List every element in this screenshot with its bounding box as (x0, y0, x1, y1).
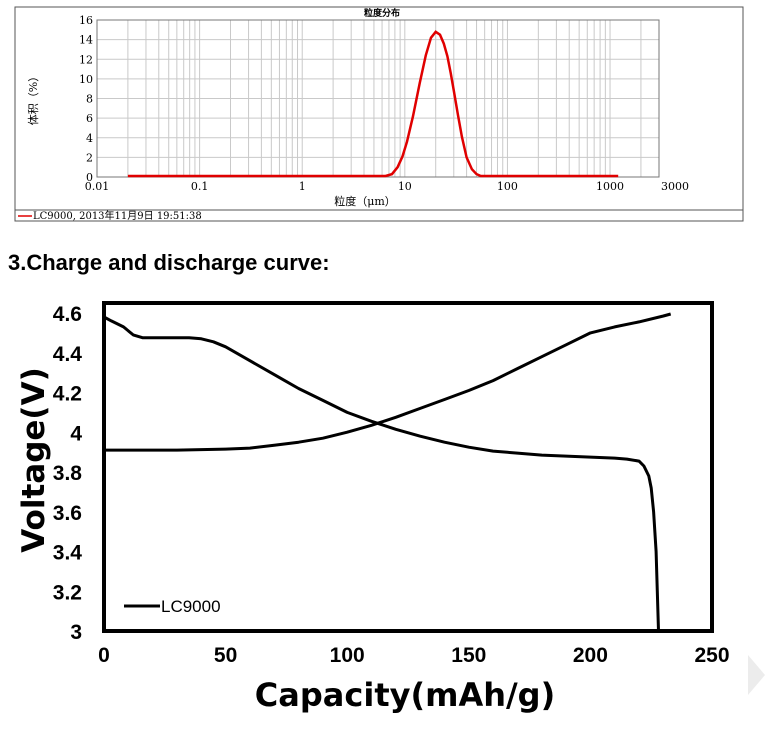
chart1-x-tick-label: 1 (299, 180, 306, 193)
chart1-y-tick-label: 16 (79, 14, 93, 27)
chart2-x-tick-label: 0 (98, 644, 110, 667)
chart1-y-tick-label: 2 (86, 151, 93, 164)
chart1-x-tick-label: 10 (398, 180, 412, 193)
chart2-y-tick-label: 3 (70, 621, 82, 644)
chart1-series-line (127, 30, 619, 178)
chart1-y-tick-label: 4 (86, 132, 93, 145)
chart1-x-ticks: 0.01 0.1 1 10 100 1000 3000 (85, 180, 689, 193)
chart2-x-axis-label: Capacity(mAh/g) (255, 676, 555, 714)
chart1-y-axis-label: 体积（%） (26, 71, 40, 125)
particle-size-chart: 粒度分布 0 2 4 6 8 10 12 14 16 0.01 0.1 1 10 100 1000 3000… (14, 6, 744, 222)
chart1-x-tick-label: 3000 (661, 180, 689, 193)
chart2-plot-border (102, 301, 714, 633)
chart2-x-tick-label: 250 (694, 644, 729, 667)
chart1-footer-label: LC9000, 2013年11月9日 19:51:38 (33, 209, 202, 222)
chart2-y-tick-label: 3.2 (53, 581, 82, 604)
chart2-discharge-curve (103, 315, 660, 632)
chart1-x-tick-label: 100 (497, 180, 518, 193)
charge-discharge-chart: 33.23.43.63.844.24.44.6 0 50 100 150 200 250 … (16, 301, 730, 714)
chart2-y-tick-label: 4.6 (53, 303, 82, 326)
chart1-y-tick-label: 12 (79, 53, 93, 66)
chart1-y-tick-label: 14 (79, 34, 93, 47)
chart1-title: 粒度分布 (364, 7, 400, 19)
chart2-x-tick-label: 100 (330, 644, 365, 667)
chart1-y-ticks: 0 2 4 6 8 10 12 14 16 (79, 14, 93, 184)
chart2-y-tick-label: 4.4 (53, 343, 83, 366)
chart2-y-tick-label: 4 (70, 422, 82, 445)
chart2-x-ticks: 0 50 100 150 200 250 (98, 644, 729, 667)
chart1-y-tick-label: 10 (79, 73, 93, 86)
chart2-y-ticks: 3 3.2 3.4 3.6 3.8 4 4.2 4.4 4.6 (53, 303, 83, 644)
chart2-x-tick-label: 200 (573, 644, 608, 667)
chart2-y-tick-label: 4.2 (53, 383, 82, 406)
chart2-y-tick-label: 3.6 (53, 502, 82, 525)
chart2-x-tick-label: 150 (451, 644, 486, 667)
chart2-y-tick-label: 3.8 (53, 462, 83, 485)
chart2-legend-label: LC9000 (161, 597, 221, 616)
chart1-y-tick-label: 8 (86, 93, 93, 106)
chart1-x-tick-label: 0.01 (85, 180, 110, 193)
chart2-y-tick-label: 3.4 (53, 542, 83, 565)
chart1-frame (14, 6, 744, 222)
chart1-x-tick-label: 1000 (596, 180, 624, 193)
chart2-y-axis-label: Voltage(V) (16, 367, 52, 553)
chart1-y-tick-label: 6 (86, 112, 93, 125)
section-heading: 3.Charge and discharge curve: (8, 250, 330, 275)
chart2-x-tick-label: 50 (214, 644, 237, 667)
chart2-charge-curve (104, 312, 672, 452)
chart2-series (103, 312, 672, 632)
play-arrow-icon[interactable] (748, 655, 765, 695)
chart1-x-axis-label: 粒度（μm） (334, 194, 396, 208)
chart1-x-tick-label: 0.1 (191, 180, 209, 193)
chart1-y-tick-label: 0 (86, 171, 93, 184)
